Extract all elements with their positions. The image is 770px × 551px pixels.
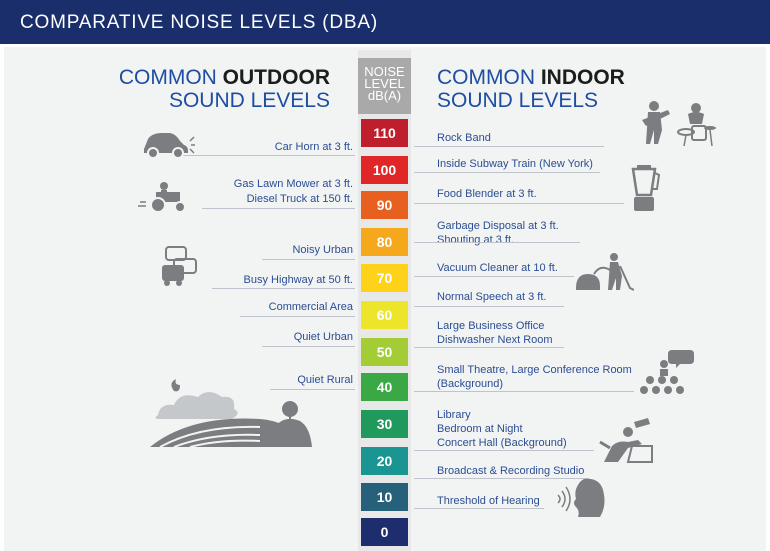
relaxing-person-icon [598,418,654,464]
rock-band-icon [638,100,718,146]
indoor-divider [414,508,544,509]
level-segment-100: 100 [361,156,408,184]
indoor-label: Shouting at 3 ft. [437,234,515,246]
indoor-title-bold: INDOOR [540,66,625,89]
level-segment-60: 60 [361,301,408,329]
indoor-label: Rock Band [437,132,491,144]
indoor-title-prefix: COMMON [437,66,541,89]
theatre-audience-icon [640,350,698,396]
level-segment-20: 20 [361,447,408,475]
car-horn-icon [140,125,195,161]
indoor-label: Large Business Office [437,320,545,332]
outdoor-label: Gas Lawn Mower at 3 ft. [233,178,353,190]
outdoor-title: COMMON OUTDOOR SOUND LEVELS [119,66,330,112]
indoor-title-line2: SOUND LEVELS [437,89,599,112]
level-segment-70: 70 [361,264,408,292]
indoor-label: Normal Speech at 3 ft. [437,291,547,303]
indoor-divider [414,391,634,392]
outdoor-title-line2: SOUND LEVELS [168,89,330,112]
indoor-label: Garbage Disposal at 3 ft. [437,220,559,232]
level-segment-110: 110 [361,119,408,147]
indoor-divider [414,276,574,277]
indoor-divider [414,478,589,479]
indoor-divider [414,306,564,307]
indoor-label: Concert Hall (Background) [437,437,567,449]
scale-header-line3: dB(A) [367,88,402,103]
indoor-label: Dishwasher Next Room [437,334,553,346]
indoor-label: (Background) [437,378,504,390]
indoor-label: Inside Subway Train (New York) [437,158,593,170]
outdoor-label: Commercial Area [268,301,353,313]
outdoor-label: Busy Highway at 50 ft. [243,274,353,286]
scale-header-line2: LEVEL [364,76,405,91]
outdoor-label: Quiet Urban [293,331,353,343]
level-segment-50: 50 [361,338,408,366]
indoor-label: Small Theatre, Large Conference Room [437,364,632,376]
level-segment-0: 0 [361,518,408,546]
level-segment-80: 80 [361,228,408,256]
vacuum-icon [574,252,634,292]
indoor-divider [414,242,580,243]
indoor-divider [414,146,604,147]
indoor-label: Vacuum Cleaner at 10 ft. [437,262,558,274]
outdoor-title-prefix: COMMON [118,66,223,89]
indoor-divider [414,172,600,173]
outdoor-title-bold: OUTDOOR [222,66,330,89]
outdoor-divider [262,346,355,347]
header-bar: COMPARATIVE NOISE LEVELS (DBA) [0,0,770,44]
page-title: COMPARATIVE NOISE LEVELS (DBA) [20,12,378,33]
indoor-divider [414,450,594,451]
indoor-divider [414,347,564,348]
indoor-title: COMMON INDOOR SOUND LEVELS [437,66,625,112]
indoor-label: Library [437,409,471,421]
lawn-tractor-icon [138,180,196,214]
outdoor-divider [262,259,355,260]
outdoor-label: Noisy Urban [292,244,353,256]
scale-header-line1: NOISE [364,64,405,79]
indoor-label: Bedroom at Night [437,423,523,435]
outdoor-label: Car Horn at 3 ft. [274,141,353,153]
level-segment-30: 30 [361,410,408,438]
rural-landscape-icon [150,375,315,447]
level-segment-40: 40 [361,373,408,401]
traffic-icon [160,245,200,289]
level-segment-90: 90 [361,191,408,219]
scale-header: NOISE LEVEL dB(A) [358,58,411,114]
blender-icon [629,165,661,211]
outdoor-divider [202,208,355,209]
outdoor-divider [240,316,355,317]
indoor-label: Broadcast & Recording Studio [437,465,585,477]
indoor-label: Food Blender at 3 ft. [437,188,537,200]
outdoor-label: Quiet Rural [297,374,353,386]
indoor-label: Threshold of Hearing [437,495,540,507]
indoor-divider [414,203,624,204]
outdoor-divider [270,389,355,390]
outdoor-label: Diesel Truck at 150 ft. [246,193,353,205]
ear-hearing-icon [556,477,606,517]
outdoor-divider [182,155,355,156]
outdoor-divider [212,288,355,289]
level-segment-10: 10 [361,483,408,511]
